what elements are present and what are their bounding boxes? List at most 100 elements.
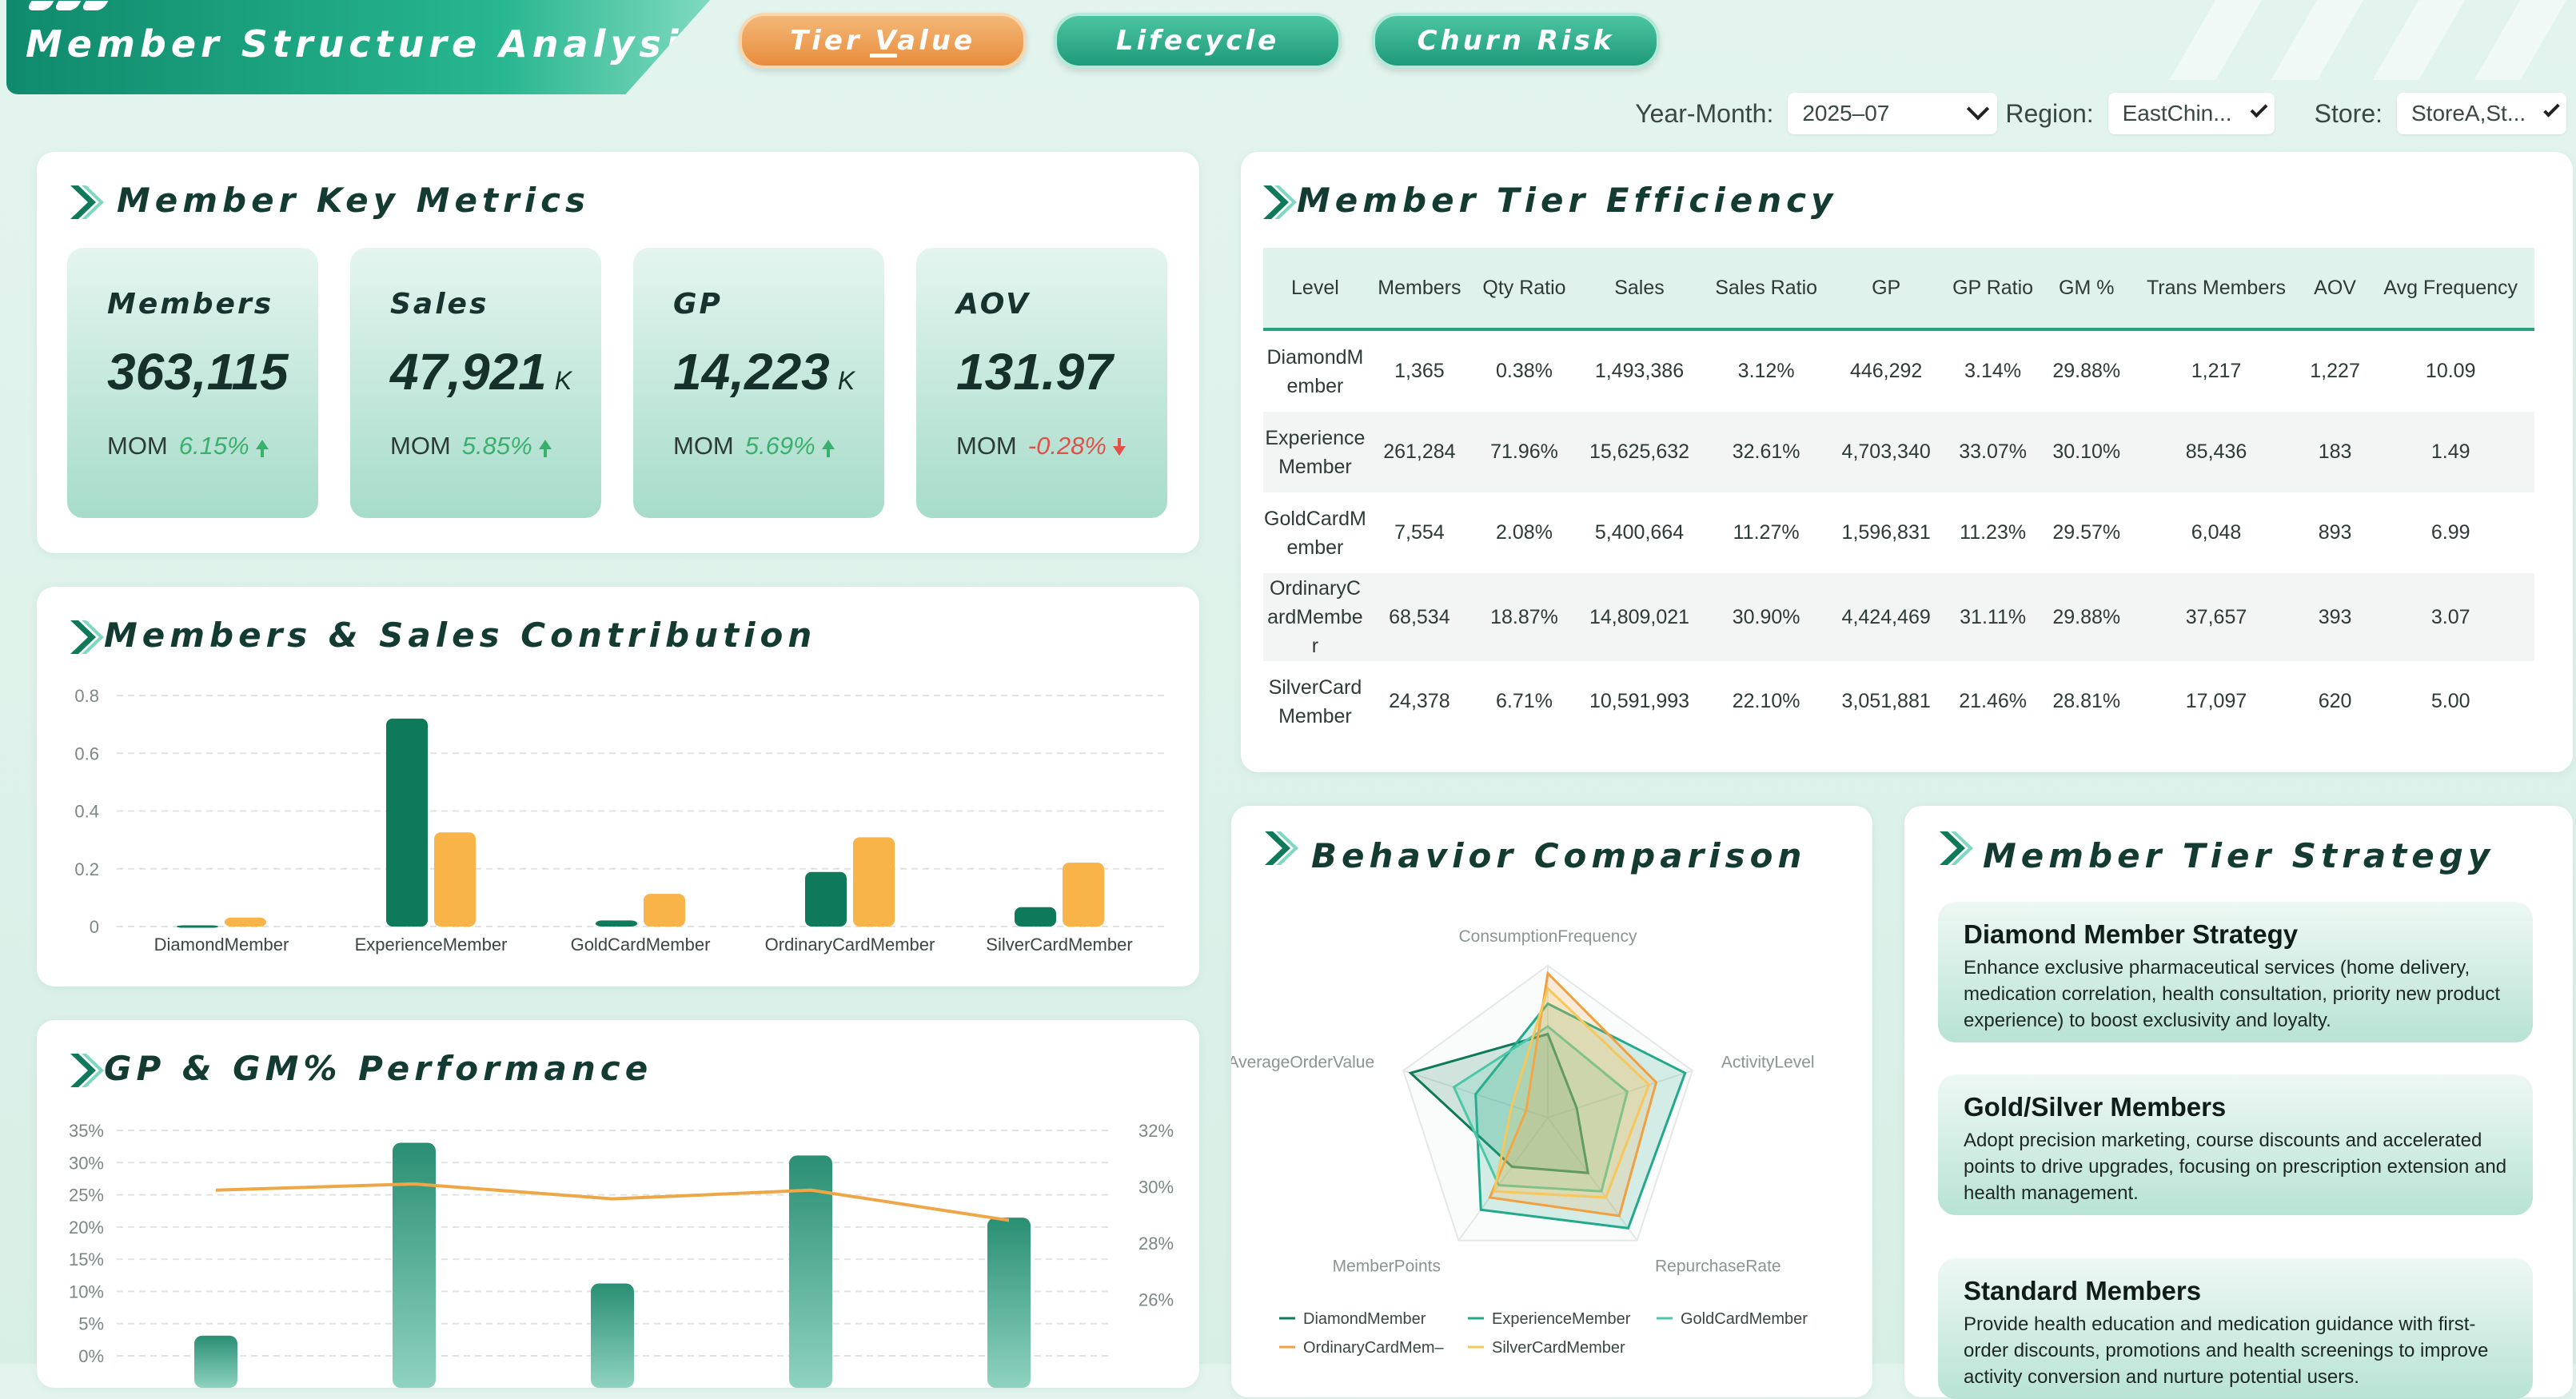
level-cell: SilverCard Member: [1268, 676, 1362, 727]
radar-axis-label: RepurchaseRate: [1655, 1257, 1781, 1275]
chevron-right-icon: [1263, 185, 1297, 219]
year-month-select[interactable]: 2025–07: [1788, 93, 1998, 134]
bar: [789, 1155, 832, 1388]
table-cell: 183: [2303, 412, 2367, 492]
table-cell: 2.08%: [1496, 521, 1553, 544]
strategy-description: Provide health education and medication …: [1964, 1313, 2489, 1388]
table-cell: 85,436: [2129, 412, 2303, 492]
column-header[interactable]: GM %: [2044, 248, 2130, 331]
radar-axis-label: ActivityLevel: [1721, 1054, 1815, 1072]
column-header[interactable]: Avg Frequency: [2367, 248, 2534, 331]
bar: [1015, 907, 1056, 927]
kpi-label: Sales: [390, 288, 489, 321]
table-cell: 17,097: [2185, 690, 2247, 712]
y-left-tick-label: 5%: [78, 1314, 104, 1334]
table-row[interactable]: DiamondM ember 1,365 0.38% 1,493,386 3.12% 44…: [1263, 329, 2534, 412]
table-cell: 1,227: [2310, 360, 2360, 382]
column-header[interactable]: GP: [1830, 248, 1943, 331]
bar: [853, 837, 895, 927]
column-header[interactable]: Sales: [1577, 248, 1702, 331]
table-cell: 3.14%: [1964, 360, 2022, 382]
table-cell: 22.10%: [1732, 690, 1800, 712]
year-month-value: 2025–07: [1802, 101, 1890, 126]
kpi-label: GP: [673, 288, 723, 321]
x-tick-label: SilverCardMember: [986, 935, 1132, 955]
table-cell: 10,591,993: [1589, 690, 1690, 712]
radar-series-polygon: [1493, 986, 1651, 1199]
table-row[interactable]: SilverCard Member 24,378 6.71% 10,591,993 22…: [1263, 661, 2534, 742]
table-cell: 3.07: [2367, 573, 2534, 661]
tab-churn-risk[interactable]: Churn Risk: [1372, 13, 1660, 69]
column-header[interactable]: GP Ratio: [1942, 248, 2044, 331]
tab-tier-value[interactable]: Tier Value: [739, 13, 1027, 69]
arrow-up-icon: [821, 439, 835, 457]
table-cell: 6,048: [2191, 521, 2242, 544]
strategy-description: Adopt precision marketing, course discou…: [1964, 1130, 2507, 1204]
bar: [393, 1142, 436, 1388]
column-header[interactable]: Qty Ratio: [1471, 248, 1577, 331]
table-cell: 71.96%: [1471, 412, 1577, 492]
kpi-value: 47,921 K: [390, 343, 572, 401]
bar: [434, 832, 476, 927]
table-cell: 31.11%: [1942, 573, 2044, 661]
kpi-value: 363,115: [107, 343, 289, 401]
table-cell: 4,703,340: [1830, 412, 1943, 492]
filter-bar: Year-Month: 2025–07 Region: EastChin... …: [1616, 93, 2566, 134]
chevron-down-icon: [2543, 101, 2560, 118]
y-right-tick-label: 30%: [1138, 1178, 1174, 1198]
level-cell: DiamondM ember: [1266, 345, 1364, 397]
column-header[interactable]: Sales Ratio: [1701, 248, 1831, 331]
table-row[interactable]: OrdinaryC ardMembe r 68,534 18.87% 14,809,0…: [1263, 573, 2534, 661]
chevron-right-icon: [1940, 831, 1973, 865]
kpi-label: Members: [107, 288, 274, 321]
strategy-title: Diamond Member Strategy: [1964, 919, 2299, 949]
bar: [987, 1218, 1031, 1388]
y-right-tick-label: 32%: [1138, 1121, 1174, 1141]
chevron-right-icon: [70, 1054, 104, 1087]
legend-label: SilverCardMember: [1492, 1339, 1625, 1357]
tier-efficiency-panel: Member Tier Efficiency Level Members Qty R…: [1241, 152, 2573, 772]
legend-label: GoldCardMember: [1681, 1310, 1808, 1328]
store-select[interactable]: StoreA,St...: [2397, 93, 2566, 134]
table-row[interactable]: Experience Member 261,284 71.96% 15,625,632…: [1263, 412, 2534, 492]
year-month-label: Year-Month:: [1635, 98, 1774, 128]
chevron-right-icon: [70, 620, 104, 654]
bar: [177, 925, 218, 928]
kpi-value: 14,223 K: [673, 343, 855, 401]
tab-lifecycle[interactable]: Lifecycle: [1054, 13, 1342, 69]
table-cell: 393: [2303, 573, 2367, 661]
region-label: Region:: [2005, 98, 2094, 128]
kpi-card-sales: Sales 47,921 K MOM 5.85%: [350, 248, 601, 518]
table-cell: 1,365: [1394, 360, 1445, 382]
title-banner: Member Structure Analysis: [6, 0, 710, 94]
x-tick-label: ExperienceMember: [355, 935, 508, 955]
column-header[interactable]: Level: [1263, 248, 1367, 331]
chevron-right-icon: [70, 185, 104, 219]
y-left-tick-label: 0%: [78, 1346, 104, 1366]
table-cell: 10.09: [2425, 360, 2476, 382]
contribution-bar-chart: 0 0.2 0.4 0.6 0.8 DiamondMember ExperienceMemb…: [74, 686, 1164, 955]
column-header[interactable]: Trans Members: [2129, 248, 2303, 331]
region-select[interactable]: EastChin...: [2107, 93, 2275, 134]
radar-series-polygon: [1408, 1032, 1590, 1174]
table-cell: 446,292: [1849, 360, 1923, 382]
radar-axis: [1547, 1070, 1693, 1118]
x-tick-label: DiamondMember: [154, 935, 289, 955]
kpi-card-gp: GP 14,223 K MOM 5.69%: [633, 248, 884, 518]
table-cell: 30.90%: [1701, 573, 1831, 661]
column-header[interactable]: AOV: [2303, 248, 2367, 331]
table-cell: 3,051,881: [1841, 690, 1931, 712]
y-tick-label: 0.2: [74, 859, 99, 879]
legend-label: DiamondMember: [1303, 1310, 1426, 1328]
y-tick-label: 0.4: [74, 802, 99, 822]
table-cell: 3.12%: [1737, 360, 1795, 382]
column-header[interactable]: Members: [1366, 248, 1472, 331]
tier-efficiency-table: Level Members Qty Ratio Sales Sales Ratio GP G…: [1263, 248, 2534, 742]
table-cell: 5.00: [2430, 690, 2470, 712]
radar-axis-label: MemberPoints: [1333, 1257, 1441, 1275]
table-cell: 29.57%: [2052, 521, 2121, 544]
table-row[interactable]: GoldCardM ember 7,554 2.08% 5,400,664 11.27%…: [1263, 492, 2534, 573]
panel-title: GP & GM% Performance: [104, 1049, 653, 1088]
level-cell: Experience Member: [1263, 412, 1367, 492]
table-cell: 37,657: [2129, 573, 2303, 661]
